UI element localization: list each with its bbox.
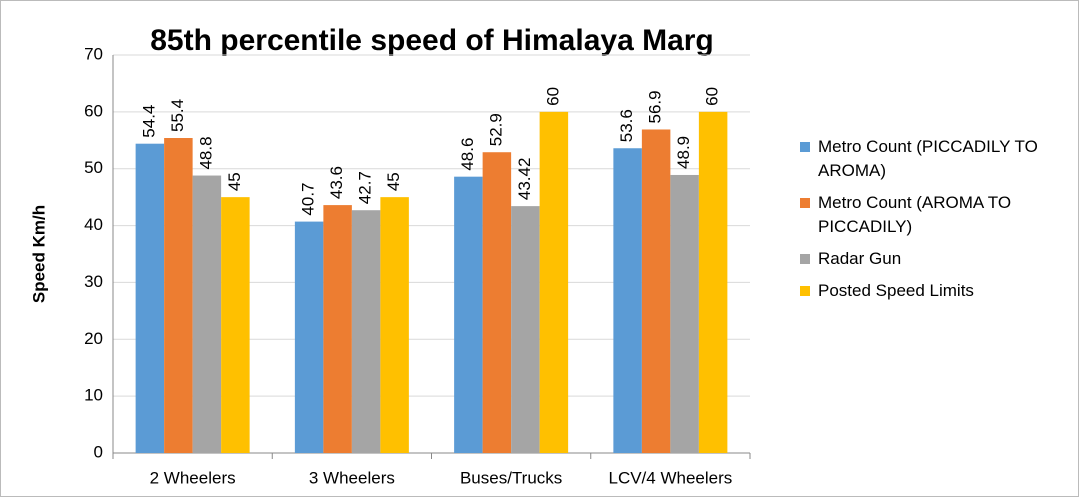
bar — [698, 111, 728, 453]
data-label: 40.7 — [299, 182, 318, 215]
chart-title: 85th percentile speed of Himalaya Marg — [150, 24, 714, 57]
legend-item: Radar Gun — [798, 247, 1073, 271]
bar — [192, 175, 222, 453]
bar — [135, 143, 165, 453]
legend-label: Radar Gun — [818, 249, 902, 268]
bar — [670, 174, 699, 453]
y-tick-label: 0 — [94, 442, 103, 461]
bar — [323, 205, 352, 453]
bar — [351, 210, 381, 453]
legend-swatch — [800, 286, 810, 296]
data-label: 45 — [384, 172, 403, 191]
bar — [380, 197, 409, 453]
data-label: 48.6 — [458, 138, 477, 171]
bar — [613, 148, 642, 453]
data-label: 54.4 — [139, 105, 158, 138]
legend-item: Metro Count (AROMA TO PICCADILY) — [798, 191, 1073, 239]
y-tick-label: 60 — [84, 101, 103, 120]
data-label: 45 — [225, 172, 244, 191]
y-tick-label: 30 — [84, 272, 103, 291]
legend-swatch — [800, 254, 810, 264]
data-label: 42.7 — [356, 171, 375, 204]
data-label: 43.6 — [327, 166, 346, 199]
bar — [511, 206, 540, 453]
data-label: 60 — [703, 87, 722, 106]
data-label: 53.6 — [617, 109, 636, 142]
legend: Metro Count (PICCADILY TO AROMA) Metro Co… — [798, 135, 1073, 311]
bar — [164, 138, 193, 454]
bar — [454, 176, 483, 453]
bar — [539, 111, 569, 453]
legend-item: Posted Speed Limits — [798, 279, 1073, 303]
y-tick-label: 70 — [84, 44, 103, 63]
data-label: 56.9 — [646, 90, 665, 123]
legend-item: Metro Count (PICCADILY TO AROMA) — [798, 135, 1073, 183]
data-label: 43.42 — [515, 158, 534, 201]
y-axis-title: Speed Km/h — [29, 205, 48, 303]
data-label: 52.9 — [486, 113, 505, 146]
x-tick-label: LCV/4 Wheelers — [608, 468, 732, 487]
legend-swatch — [800, 198, 810, 208]
legend-label: Metro Count (AROMA TO PICCADILY) — [818, 193, 1012, 236]
y-tick-label: 40 — [84, 215, 103, 234]
y-tick-label: 10 — [84, 386, 103, 405]
legend-label: Posted Speed Limits — [818, 281, 974, 300]
x-tick-label: Buses/Trucks — [460, 468, 562, 487]
x-tick-label: 2 Wheelers — [150, 468, 236, 487]
data-label: 48.8 — [196, 136, 215, 169]
data-label: 48.9 — [674, 136, 693, 169]
y-tick-label: 20 — [84, 329, 103, 348]
bar — [294, 221, 324, 453]
x-tick-label: 3 Wheelers — [309, 468, 395, 487]
data-label: 60 — [543, 87, 562, 106]
bar — [482, 152, 512, 453]
bar — [641, 129, 671, 454]
legend-label: Metro Count (PICCADILY TO AROMA) — [818, 137, 1038, 180]
data-label: 55.4 — [168, 99, 187, 132]
legend-swatch — [800, 142, 810, 152]
y-tick-label: 50 — [84, 158, 103, 177]
bar — [221, 197, 250, 453]
